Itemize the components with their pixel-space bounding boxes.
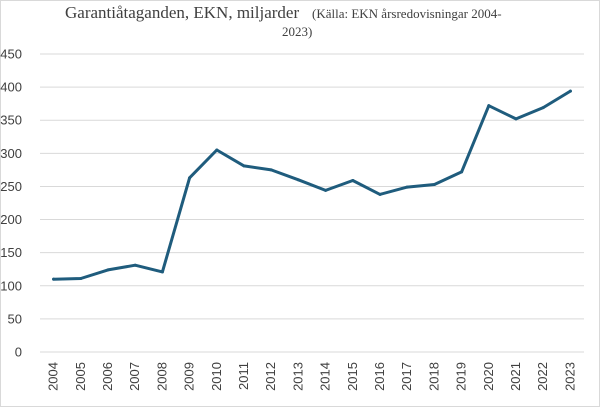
data-point: [188, 176, 192, 180]
x-tick-label: 2006: [100, 362, 115, 391]
x-tick-label: 2015: [345, 362, 360, 391]
y-tick-label: 200: [0, 212, 22, 227]
chart-title: Garantiåtaganden, EKN, miljarder: [65, 3, 299, 22]
data-point: [242, 164, 246, 168]
y-tick-label: 300: [0, 146, 22, 161]
x-tick-label: 2020: [481, 362, 496, 391]
x-tick-label: 2023: [562, 362, 577, 391]
x-tick-label: 2004: [46, 362, 61, 391]
data-point: [432, 182, 436, 186]
x-tick-label: 2007: [127, 362, 142, 391]
x-tick-label: 2018: [426, 362, 441, 391]
series-layer: [52, 89, 572, 281]
y-tick-label: 100: [0, 278, 22, 293]
data-point: [106, 268, 110, 272]
x-axis-ticks: 2004 2005 2006 2007 2008 2009 2010 2011 2012 2013…: [46, 362, 578, 391]
x-tick-label: 2014: [318, 362, 333, 391]
data-point: [541, 106, 545, 110]
data-point: [215, 148, 219, 152]
x-tick-label: 2019: [454, 362, 469, 391]
x-tick-label: 2021: [508, 362, 523, 391]
data-point: [269, 168, 273, 172]
chart-subtitle-line1: (Källa: EKN årsredovisningar 2004-: [312, 6, 502, 21]
x-tick-label: 2017: [399, 362, 414, 391]
series-line: [52, 89, 572, 281]
x-tick-label: 2011: [236, 362, 251, 390]
x-tick-label: 2013: [290, 362, 305, 391]
y-tick-label: 150: [0, 245, 22, 260]
y-tick-label: 0: [15, 345, 22, 360]
data-point: [351, 178, 355, 182]
data-point: [296, 178, 300, 182]
y-tick-label: 250: [0, 179, 22, 194]
y-tick-label: 50: [8, 311, 22, 326]
data-point: [514, 117, 518, 121]
x-tick-label: 2010: [209, 362, 224, 391]
data-point: [52, 277, 56, 281]
x-tick-label: 2012: [263, 362, 278, 391]
y-tick-label: 350: [0, 113, 22, 128]
data-point: [133, 263, 137, 267]
data-point: [324, 188, 328, 192]
y-tick-label: 450: [0, 47, 22, 62]
gridlines: [40, 53, 584, 353]
x-tick-label: 2005: [73, 362, 88, 391]
data-point: [487, 104, 491, 108]
data-point: [568, 89, 572, 93]
data-point: [405, 185, 409, 189]
x-tick-label: 2016: [372, 362, 387, 391]
x-tick-label: 2009: [182, 362, 197, 391]
y-axis-ticks: 0 50 100 150 200 250 300 350 400 450: [0, 47, 22, 360]
y-tick-label: 400: [0, 80, 22, 95]
chart-subtitle-line2: 2023): [282, 24, 312, 39]
data-point: [79, 276, 83, 280]
x-tick-label: 2008: [154, 362, 169, 391]
data-point: [160, 270, 164, 274]
data-point: [460, 170, 464, 174]
data-point: [378, 192, 382, 196]
x-tick-label: 2022: [535, 362, 550, 391]
